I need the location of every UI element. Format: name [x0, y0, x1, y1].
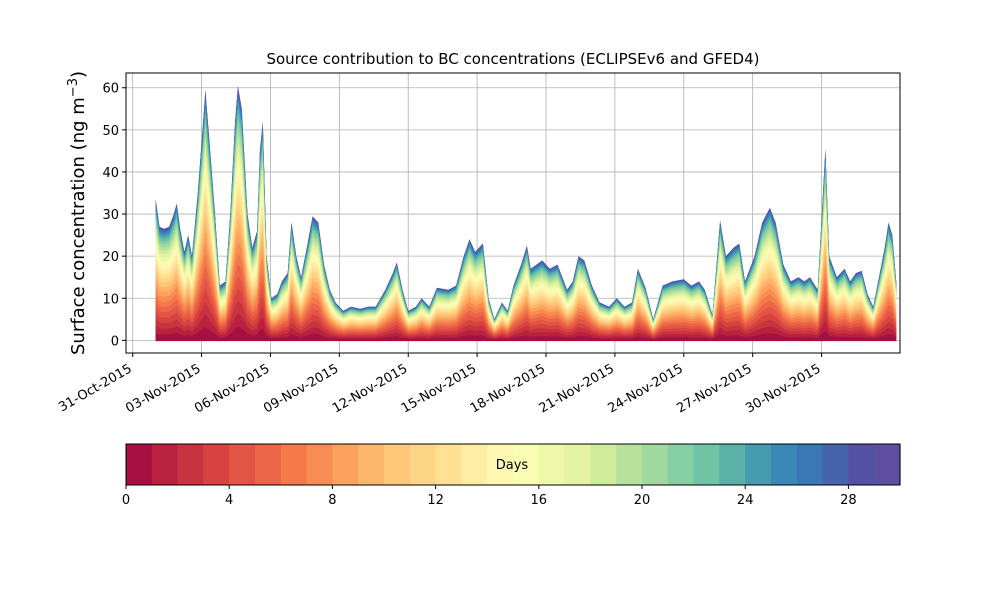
- x-tick-label: 27-Nov-2015: [674, 361, 754, 416]
- y-axis-label-main: Surface concentration (ng m: [68, 97, 89, 355]
- y-tick-label: 30: [102, 208, 119, 223]
- y-axis: 0 10 20 30 40 50 60: [102, 82, 126, 349]
- colorbar-segment: [306, 444, 333, 485]
- colorbar-segment: [384, 444, 411, 485]
- colorbar-segment: [487, 444, 514, 485]
- colorbar-tick-label: 20: [634, 493, 651, 508]
- colorbar-segment: [822, 444, 849, 485]
- colorbar-segment: [409, 444, 437, 485]
- y-tick-label: 40: [102, 166, 119, 181]
- colorbar-segment: [358, 444, 385, 485]
- x-tick-label: 21-Nov-2015: [537, 361, 617, 416]
- colorbar-segment: [642, 444, 669, 485]
- colorbar-segment: [255, 444, 282, 485]
- colorbar-tick-label: 16: [531, 493, 548, 508]
- y-tick-label: 0: [111, 334, 119, 349]
- y-tick-label: 20: [102, 250, 119, 265]
- colorbar-segment: [616, 444, 643, 485]
- colorbar-segment: [126, 444, 153, 485]
- colorbar-segment: [667, 444, 695, 485]
- y-axis-label-close: ): [68, 71, 89, 78]
- colorbar-segment: [745, 444, 772, 485]
- colorbar-segment: [564, 444, 591, 485]
- x-tick-label: 15-Nov-2015: [399, 361, 479, 416]
- colorbar-segment: [693, 444, 720, 485]
- x-tick-label: 18-Nov-2015: [468, 361, 548, 416]
- colorbar-tick-label: 28: [840, 493, 857, 508]
- x-tick-label: 31-Oct-2015: [56, 361, 134, 415]
- colorbar-segment: [719, 444, 746, 485]
- y-tick-label: 10: [102, 292, 119, 307]
- plot-frame: [125, 72, 901, 354]
- x-tick-label: 03-Nov-2015: [123, 361, 203, 416]
- x-tick-label: 24-Nov-2015: [606, 361, 686, 416]
- colorbar-segment: [203, 444, 230, 485]
- x-tick-label: 30-Nov-2015: [743, 361, 823, 416]
- x-tick-label: 12-Nov-2015: [330, 361, 410, 416]
- x-tick-label: 09-Nov-2015: [261, 361, 341, 416]
- y-axis-label: Surface concentration (ng m−3): [66, 71, 89, 355]
- x-tick-label: 06-Nov-2015: [192, 361, 272, 416]
- colorbar-segment: [280, 444, 308, 485]
- colorbar-label: Days: [496, 458, 529, 473]
- chart-title: Source contribution to BC concentrations…: [266, 50, 759, 68]
- x-axis: 31-Oct-201503-Nov-201506-Nov-201509-Nov-…: [56, 353, 824, 416]
- colorbar-tick-label: 12: [427, 493, 444, 508]
- colorbar-frame: [125, 443, 901, 486]
- area-bands: [155, 85, 897, 342]
- colorbar-tick-label: 4: [225, 493, 233, 508]
- colorbar-segment: [513, 444, 540, 485]
- colorbar-segment: [590, 444, 617, 485]
- colorbar-segment: [229, 444, 256, 485]
- colorbar-segment: [796, 444, 824, 485]
- colorbar-segment: [151, 444, 179, 485]
- colorbar-tick-label: 0: [122, 493, 130, 508]
- colorbar: 0 4 8 12 16 20 24 28: [122, 444, 901, 508]
- colorbar-segment: [874, 444, 901, 485]
- colorbar-segment: [771, 444, 798, 485]
- colorbar-segment: [461, 444, 488, 485]
- y-tick-label: 60: [102, 82, 119, 97]
- colorbar-tick-label: 8: [328, 493, 336, 508]
- y-axis-label-sup: −3: [66, 78, 81, 97]
- colorbar-segment: [848, 444, 875, 485]
- area-band-day-1: [155, 326, 897, 341]
- colorbar-segment: [435, 444, 462, 485]
- colorbar-segment: [538, 444, 566, 485]
- colorbar-segment: [332, 444, 359, 485]
- colorbar-segment: [177, 444, 204, 485]
- y-tick-label: 50: [102, 124, 119, 139]
- colorbar-tick-label: 24: [737, 493, 754, 508]
